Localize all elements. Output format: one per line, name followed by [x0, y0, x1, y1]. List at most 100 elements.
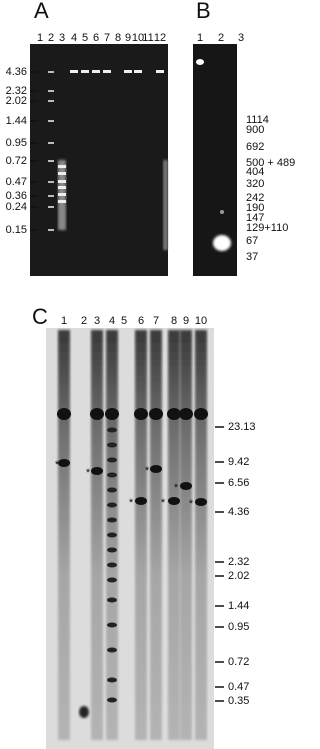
lane-number: 3 [94, 315, 100, 327]
lane-number: 2 [218, 32, 224, 44]
ladder-band [48, 206, 54, 208]
ladder-band [48, 90, 54, 92]
marker-label: 190 [246, 202, 264, 214]
marker-label: 1.44 [228, 600, 249, 612]
gel-band [195, 498, 207, 506]
lane-number: 5 [82, 32, 88, 44]
gel-band [58, 180, 66, 183]
gel-b [193, 44, 237, 276]
ladder-band [107, 532, 117, 538]
marker-label: 500 + 489 [246, 157, 295, 169]
panel-label: A [34, 0, 49, 23]
gel-well [194, 408, 208, 420]
marker-label: 0.36 [6, 190, 27, 202]
panel-label: B [196, 0, 211, 23]
marker-label: 2.02 [228, 570, 249, 582]
lane-number: 2 [81, 315, 87, 327]
ladder-band [48, 195, 54, 197]
lane-number: 1 [37, 32, 43, 44]
gel-well [57, 408, 71, 420]
gel-band [168, 497, 180, 505]
ladder-band [107, 427, 117, 433]
ladder-band [107, 622, 117, 628]
lane-number: 4 [71, 32, 77, 44]
gel-lane [195, 330, 207, 740]
ladder-band [107, 562, 117, 568]
asterisk: * [55, 459, 60, 471]
gel-well [167, 408, 181, 420]
lane-number: 9 [183, 315, 189, 327]
lane-number: 3 [238, 32, 244, 44]
panel-label: C [32, 304, 48, 329]
gel-band [103, 70, 111, 73]
marker-label: 37 [246, 251, 258, 263]
gel-band [220, 210, 224, 214]
gel-band [58, 200, 66, 203]
marker-label: 692 [246, 141, 264, 153]
asterisk: * [145, 465, 150, 477]
marker-label: 320 [246, 178, 264, 190]
marker-label: 2.32 [228, 556, 249, 568]
gel-lane [150, 330, 162, 740]
asterisk: * [189, 498, 194, 510]
gel-band [150, 465, 162, 473]
asterisk: * [174, 482, 179, 494]
marker-label: 2.02 [6, 95, 27, 107]
ladder-band [107, 597, 117, 603]
marker-label: 0.47 [6, 176, 27, 188]
ladder-band [48, 181, 54, 183]
gel-well [105, 408, 119, 420]
gel-band [58, 459, 70, 467]
lane-number: 4 [109, 315, 115, 327]
marker-label: 6.56 [228, 477, 249, 489]
asterisk: * [86, 467, 91, 479]
gel-band [92, 70, 100, 73]
gel-band [70, 70, 78, 73]
lane-number: 6 [93, 32, 99, 44]
lane-number: 7 [153, 315, 159, 327]
ladder-band [48, 71, 54, 73]
ladder-band [107, 457, 117, 463]
ladder-band [107, 547, 117, 553]
gel-band [135, 497, 147, 505]
marker-label: 4.36 [228, 506, 249, 518]
marker-label: 0.24 [6, 201, 27, 213]
lane-number: 1 [197, 32, 203, 44]
gel-band [124, 70, 132, 73]
ladder-band [107, 517, 117, 523]
gel-band [156, 70, 164, 73]
gel-well [149, 408, 163, 420]
marker-label: 404 [246, 166, 264, 178]
marker-label: 0.35 [228, 695, 249, 707]
lane-number: 12 [154, 32, 166, 44]
lane-number: 11 [142, 32, 153, 44]
lane-number: 10 [132, 32, 144, 44]
gel-band [81, 70, 89, 73]
gel-band [58, 193, 66, 196]
asterisk: * [161, 497, 166, 509]
gel-lane [58, 330, 70, 740]
lane-number: 3 [59, 32, 65, 44]
ladder-band [107, 697, 117, 703]
gel-lane [168, 330, 180, 740]
gel-band [91, 467, 103, 475]
lane-number: 9 [125, 32, 131, 44]
ladder-band [48, 100, 54, 102]
bands [48, 59, 231, 740]
lane-number: 5 [121, 315, 127, 327]
gel-band [58, 172, 66, 175]
marker-label: 9.42 [228, 456, 249, 468]
lane-number: 10 [195, 315, 207, 327]
marker-label: 900 [246, 124, 264, 136]
lane-number: 8 [171, 315, 177, 327]
lane-number: 8 [115, 32, 121, 44]
marker-label: 0.15 [6, 224, 27, 236]
marker-label: 1114 [246, 114, 269, 126]
gel-band [58, 186, 66, 189]
marker-label: 0.72 [228, 656, 249, 668]
gel-smear [163, 160, 168, 250]
ladder-band [107, 487, 117, 493]
gel-band [58, 165, 66, 168]
marker-label: 23.13 [228, 421, 256, 433]
